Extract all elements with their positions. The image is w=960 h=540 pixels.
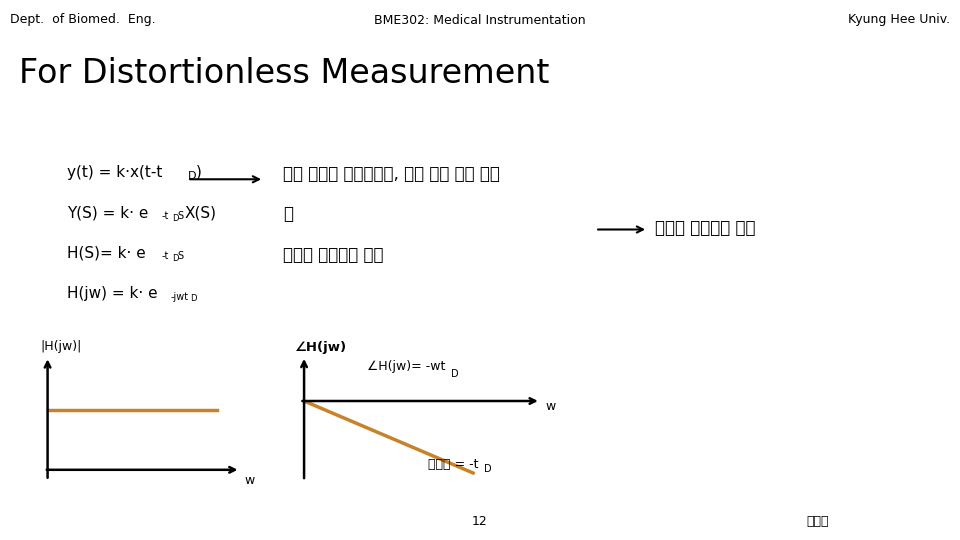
Text: BME302: Medical Instrumentation: BME302: Medical Instrumentation bbox=[374, 14, 586, 26]
Text: D: D bbox=[188, 171, 197, 181]
Text: 왜곡이 발생하지 않음: 왜곡이 발생하지 않음 bbox=[283, 246, 384, 264]
Text: X(S): X(S) bbox=[184, 205, 216, 220]
Text: D: D bbox=[450, 369, 458, 379]
Text: w: w bbox=[545, 401, 556, 414]
Text: 야: 야 bbox=[283, 205, 293, 223]
Text: w: w bbox=[244, 474, 254, 487]
Text: ∠H(jw)= -wt: ∠H(jw)= -wt bbox=[367, 360, 445, 373]
Text: -t: -t bbox=[161, 211, 169, 221]
Text: Y(S) = k· e: Y(S) = k· e bbox=[67, 205, 149, 220]
Text: D: D bbox=[190, 294, 197, 303]
Text: |H(jw)|: |H(jw)| bbox=[40, 340, 82, 353]
Text: Kyung Hee Univ.: Kyung Hee Univ. bbox=[849, 14, 950, 26]
Text: 원지혁: 원지혁 bbox=[806, 515, 828, 528]
Text: ): ) bbox=[196, 165, 202, 180]
Text: 기울기 = -t: 기울기 = -t bbox=[428, 458, 478, 471]
Text: 같은 크기로 증가시키고, 같은 위상 차를 주어: 같은 크기로 증가시키고, 같은 위상 차를 주어 bbox=[283, 165, 500, 183]
Text: D: D bbox=[172, 214, 179, 223]
Text: D: D bbox=[485, 464, 492, 474]
Text: D: D bbox=[172, 254, 179, 264]
Text: H(jw) = k· e: H(jw) = k· e bbox=[67, 286, 157, 301]
Text: Dept.  of Biomed.  Eng.: Dept. of Biomed. Eng. bbox=[10, 14, 156, 26]
Text: -jwt: -jwt bbox=[171, 292, 189, 302]
Text: H(S)= k· e: H(S)= k· e bbox=[67, 246, 146, 261]
Text: S: S bbox=[177, 251, 183, 261]
Text: -t: -t bbox=[161, 251, 169, 261]
Text: 왜곡이 발생하지 않음: 왜곡이 발생하지 않음 bbox=[655, 219, 756, 237]
Text: 12: 12 bbox=[472, 515, 488, 528]
Text: y(t) = k·x(t-t: y(t) = k·x(t-t bbox=[67, 165, 162, 180]
Text: ∠H(jw): ∠H(jw) bbox=[295, 341, 348, 354]
Text: S: S bbox=[177, 211, 183, 221]
Text: For Distortionless Measurement: For Distortionless Measurement bbox=[19, 57, 549, 90]
